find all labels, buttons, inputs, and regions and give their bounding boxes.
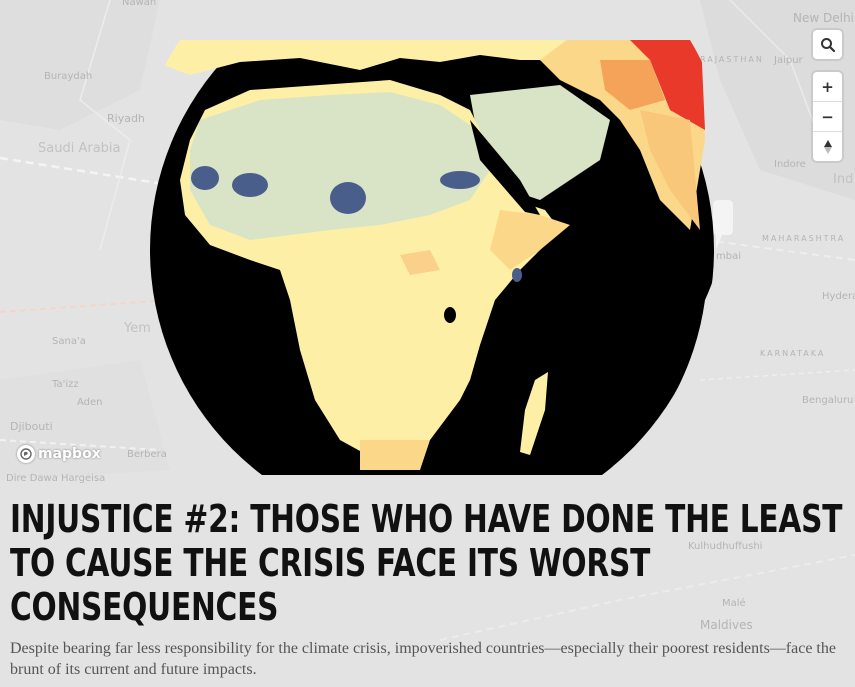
compass-button[interactable] — [813, 131, 842, 161]
place-label-taizz: Ta'izz — [52, 379, 79, 390]
zoom-out-button[interactable]: − — [813, 101, 842, 131]
place-label-aden: Aden — [77, 397, 103, 408]
place-label-nawah: Nawah — [122, 0, 157, 8]
article-subtitle: Despite bearing far less responsibility … — [10, 640, 836, 678]
place-label-mumbai: mbai — [716, 251, 741, 262]
place-label-rajasthan: RAJASTHAN — [700, 55, 764, 64]
compass-icon — [823, 139, 832, 154]
search-button[interactable] — [813, 30, 842, 59]
mapbox-mark-icon — [17, 445, 35, 463]
minus-icon: − — [821, 107, 834, 126]
place-label-karnataka: KARNATAKA — [760, 349, 826, 358]
place-label-indore: Indore — [774, 159, 806, 170]
place-label-maharashtra: MAHARASHTRA — [762, 234, 846, 243]
plus-icon: + — [821, 77, 834, 96]
place-label-kulhudhuffushi: Kulhudhuffushi — [688, 541, 763, 552]
place-label-bengaluru: Bengaluru — [802, 395, 854, 406]
place-label-saudi-arabia: Saudi Arabia — [38, 141, 121, 156]
mapbox-logo-text: mapbox — [38, 446, 101, 462]
place-label-hyderabad: Hydera — [822, 291, 855, 302]
place-label-djibouti: Djibouti — [10, 420, 53, 433]
article-headline: INJUSTICE #2: THOSE WHO HAVE DONE THE LE… — [10, 497, 843, 629]
place-label-riyadh: Riyadh — [107, 112, 145, 125]
place-label-jaipur: Jaipur — [774, 55, 803, 66]
place-label-buraydah: Buraydah — [44, 71, 93, 82]
place-label-india: Ind — [833, 172, 854, 187]
place-label-yemen: Yem — [124, 321, 151, 336]
globe-map[interactable] — [0, 0, 855, 480]
search-icon — [820, 37, 835, 52]
place-label-berbera: Berbera — [127, 449, 167, 460]
place-label-hargeisa: Dire Dawa Hargeisa — [6, 473, 106, 484]
zoom-in-button[interactable]: + — [813, 72, 842, 101]
place-label-maldives: Maldives — [700, 618, 753, 632]
zoom-control: + − — [813, 72, 842, 161]
place-label-new-delhi: New Delhi — [793, 11, 854, 25]
place-label-sanaa: Sana'a — [52, 336, 86, 347]
place-label-male: Malé — [722, 598, 746, 609]
mapbox-logo[interactable]: mapbox — [17, 445, 101, 463]
search-control — [813, 30, 842, 59]
